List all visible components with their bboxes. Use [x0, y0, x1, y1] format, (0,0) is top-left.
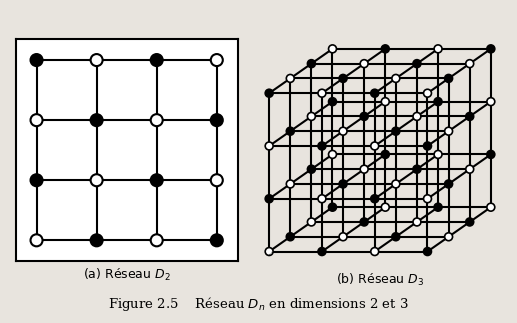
Circle shape [150, 234, 163, 246]
Circle shape [318, 142, 326, 150]
Circle shape [328, 151, 337, 158]
Circle shape [445, 127, 452, 135]
Circle shape [308, 112, 315, 120]
Circle shape [487, 151, 495, 158]
Circle shape [360, 60, 368, 68]
Circle shape [434, 45, 442, 53]
Circle shape [308, 218, 315, 226]
Circle shape [265, 195, 273, 203]
Circle shape [150, 114, 163, 126]
Circle shape [286, 75, 294, 82]
Circle shape [90, 234, 103, 246]
Circle shape [150, 174, 163, 186]
Circle shape [392, 75, 400, 82]
Circle shape [371, 195, 378, 203]
Circle shape [466, 112, 474, 120]
Circle shape [31, 174, 42, 186]
Circle shape [371, 89, 378, 97]
Circle shape [423, 247, 432, 255]
Circle shape [318, 195, 326, 203]
Circle shape [445, 233, 452, 241]
Circle shape [308, 60, 315, 68]
Circle shape [382, 98, 389, 106]
Text: Figure 2.5    Réseau $D_n$ en dimensions 2 et 3: Figure 2.5 Réseau $D_n$ en dimensions 2 … [108, 295, 409, 313]
Circle shape [286, 233, 294, 241]
Circle shape [211, 234, 223, 246]
Circle shape [382, 45, 389, 53]
Circle shape [434, 151, 442, 158]
Circle shape [392, 127, 400, 135]
Circle shape [382, 203, 389, 211]
Circle shape [360, 165, 368, 173]
Circle shape [318, 89, 326, 97]
Circle shape [308, 165, 315, 173]
Circle shape [434, 98, 442, 106]
Circle shape [150, 54, 163, 66]
Circle shape [371, 247, 378, 255]
Circle shape [445, 180, 452, 188]
Circle shape [31, 114, 42, 126]
Circle shape [360, 112, 368, 120]
Circle shape [328, 203, 337, 211]
Circle shape [328, 98, 337, 106]
Circle shape [318, 247, 326, 255]
Circle shape [328, 45, 337, 53]
Circle shape [90, 174, 103, 186]
Circle shape [413, 112, 421, 120]
Circle shape [339, 127, 347, 135]
Circle shape [31, 234, 42, 246]
Circle shape [466, 165, 474, 173]
Circle shape [265, 247, 273, 255]
Circle shape [211, 54, 223, 66]
Circle shape [31, 54, 42, 66]
Text: (b) Réseau $D_3$: (b) Réseau $D_3$ [336, 272, 424, 288]
Circle shape [392, 233, 400, 241]
Circle shape [90, 54, 103, 66]
Circle shape [286, 180, 294, 188]
Circle shape [466, 60, 474, 68]
Circle shape [382, 151, 389, 158]
Circle shape [413, 60, 421, 68]
Circle shape [487, 203, 495, 211]
Circle shape [339, 75, 347, 82]
Circle shape [445, 75, 452, 82]
Circle shape [423, 89, 432, 97]
Circle shape [434, 203, 442, 211]
Circle shape [413, 165, 421, 173]
Circle shape [90, 114, 103, 126]
Text: ...: ... [263, 245, 275, 257]
Circle shape [265, 142, 273, 150]
Circle shape [413, 218, 421, 226]
Circle shape [211, 174, 223, 186]
Circle shape [487, 45, 495, 53]
Circle shape [211, 114, 223, 126]
Circle shape [339, 233, 347, 241]
Circle shape [466, 218, 474, 226]
Circle shape [265, 89, 273, 97]
Circle shape [371, 142, 378, 150]
Circle shape [286, 127, 294, 135]
Circle shape [360, 218, 368, 226]
Text: ...: ... [485, 43, 497, 55]
Circle shape [392, 180, 400, 188]
Circle shape [339, 180, 347, 188]
Circle shape [423, 195, 432, 203]
X-axis label: (a) Réseau $D_2$: (a) Réseau $D_2$ [83, 267, 171, 283]
Circle shape [487, 98, 495, 106]
Circle shape [423, 142, 432, 150]
